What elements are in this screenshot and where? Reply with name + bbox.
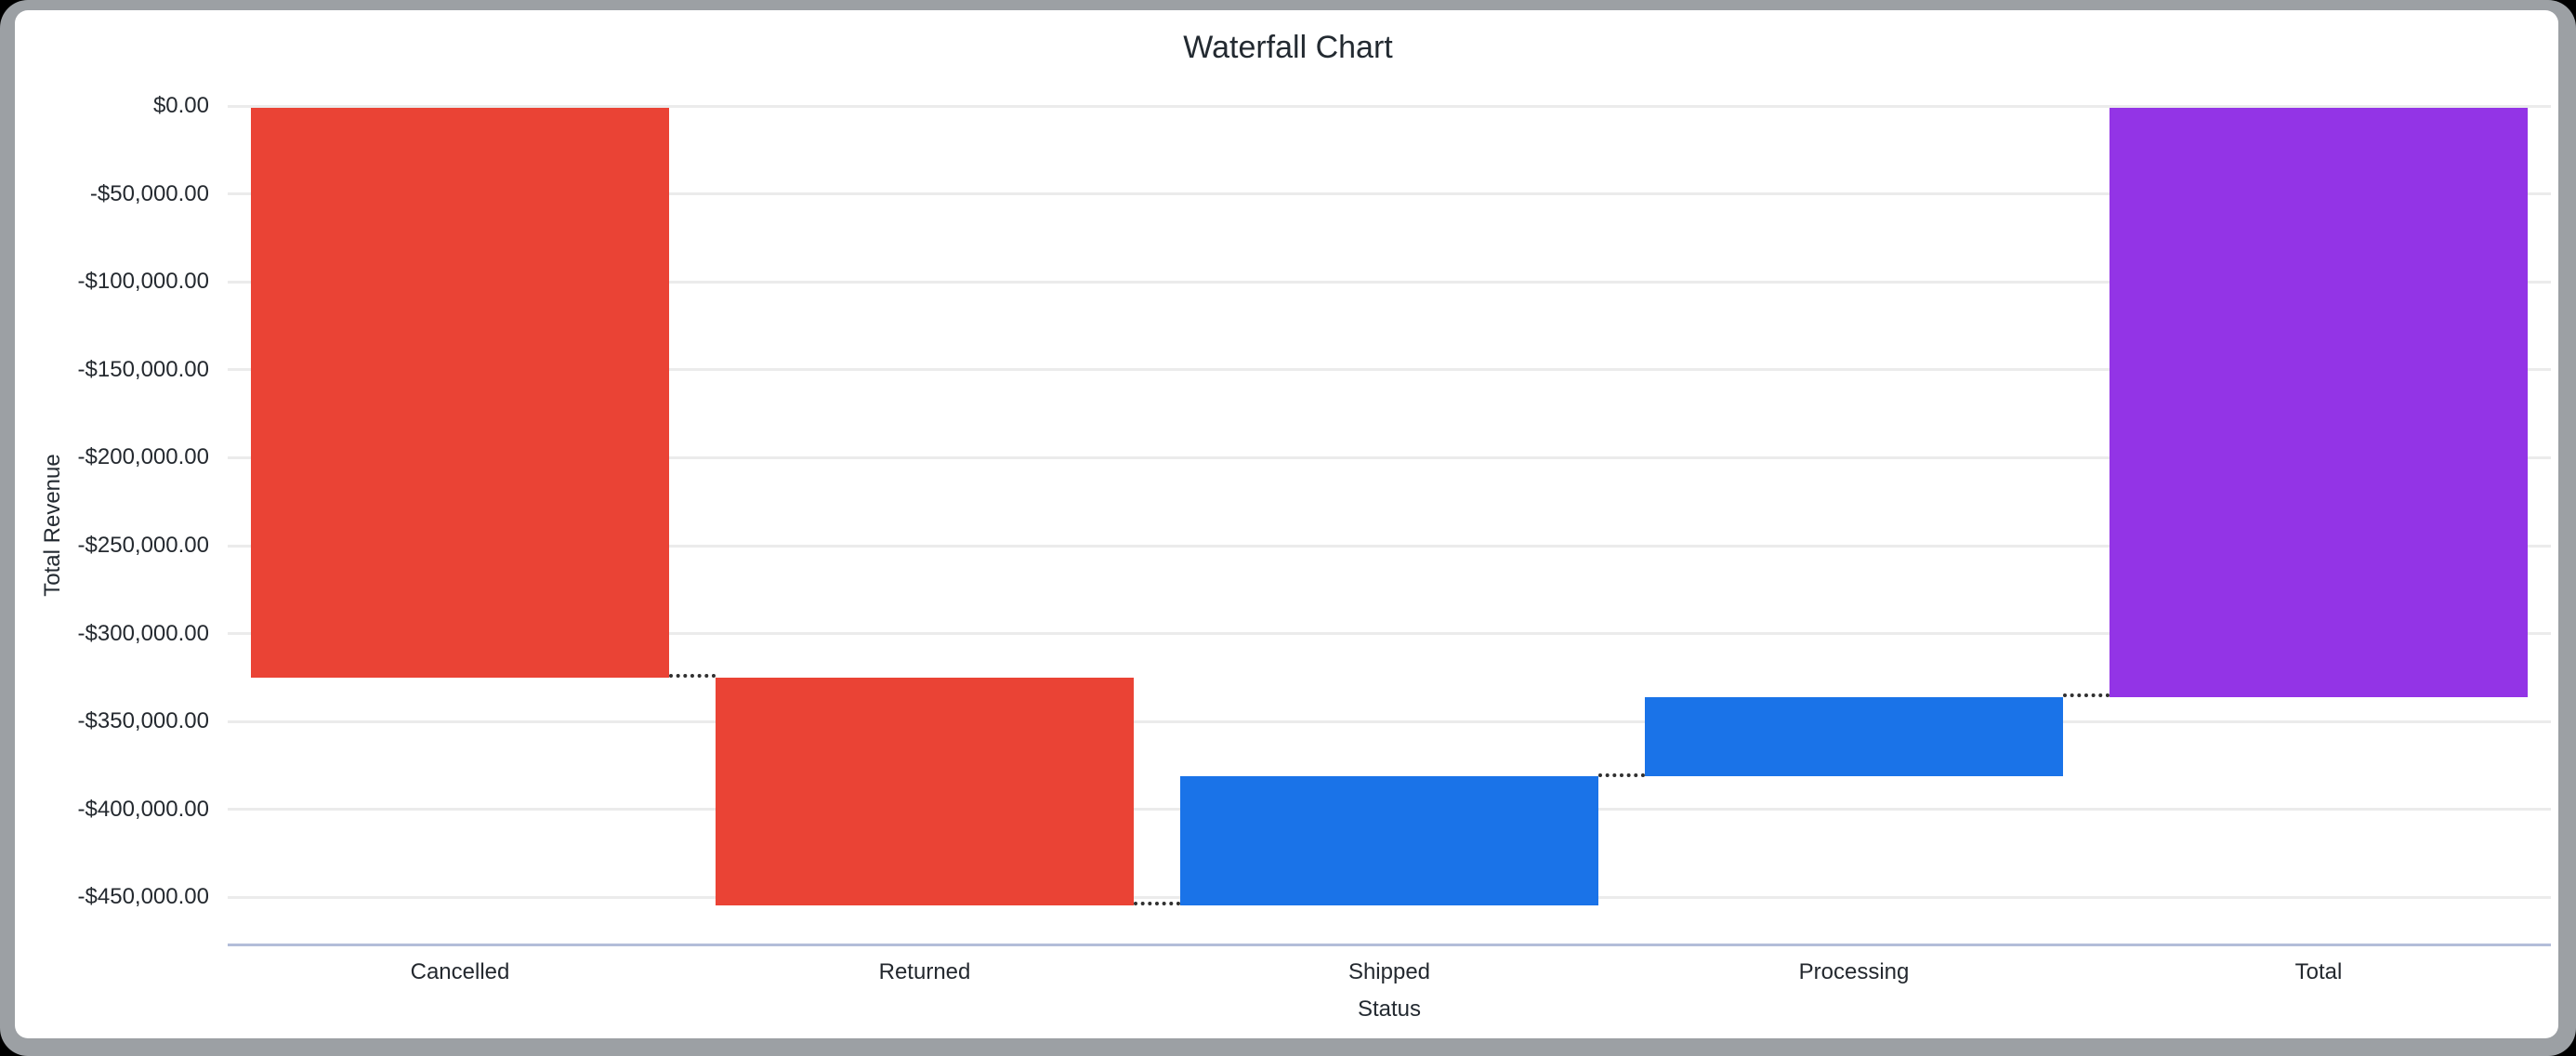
gridline [228, 719, 2551, 723]
waterfall-connector [1134, 902, 1180, 906]
chart-title: Waterfall Chart [1183, 30, 1393, 65]
y-tick-label: -$150,000.00 [77, 356, 209, 382]
gridline [228, 192, 2551, 196]
x-tick-label-cancelled: Cancelled [410, 959, 510, 984]
y-tick-label: -$100,000.00 [77, 269, 209, 295]
y-axis-title: Total Revenue [40, 454, 65, 597]
x-axis-line [228, 944, 2551, 946]
bar-shipped[interactable] [1180, 776, 1598, 905]
gridline [228, 544, 2551, 548]
y-tick-label: -$300,000.00 [77, 620, 209, 646]
x-tick-label-total: Total [2294, 959, 2343, 984]
x-axis-title: Status [1357, 997, 1422, 1022]
bar-returned[interactable] [716, 677, 1134, 905]
y-tick-label: -$200,000.00 [77, 444, 209, 470]
y-tick-label: -$350,000.00 [77, 708, 209, 734]
waterfall-connector [1598, 772, 1645, 777]
bar-processing[interactable] [1645, 696, 2063, 777]
gridline [228, 455, 2551, 459]
x-tick-label-processing: Processing [1798, 959, 1910, 984]
y-tick-label: -$450,000.00 [77, 884, 209, 910]
y-tick-label: -$250,000.00 [77, 533, 209, 558]
bar-total[interactable] [2109, 107, 2528, 697]
y-tick-label: $0.00 [152, 93, 209, 118]
gridline [228, 104, 2551, 108]
waterfall-connector [2063, 693, 2109, 697]
y-tick-label: -$50,000.00 [89, 180, 209, 206]
gridline [228, 280, 2551, 284]
x-tick-label-returned: Returned [878, 959, 971, 984]
bar-cancelled[interactable] [251, 107, 669, 678]
x-tick-label-shipped: Shipped [1347, 959, 1431, 984]
waterfall-connector [669, 674, 716, 679]
gridline [228, 368, 2551, 372]
gridline [228, 632, 2551, 636]
y-tick-label: -$400,000.00 [77, 796, 209, 822]
